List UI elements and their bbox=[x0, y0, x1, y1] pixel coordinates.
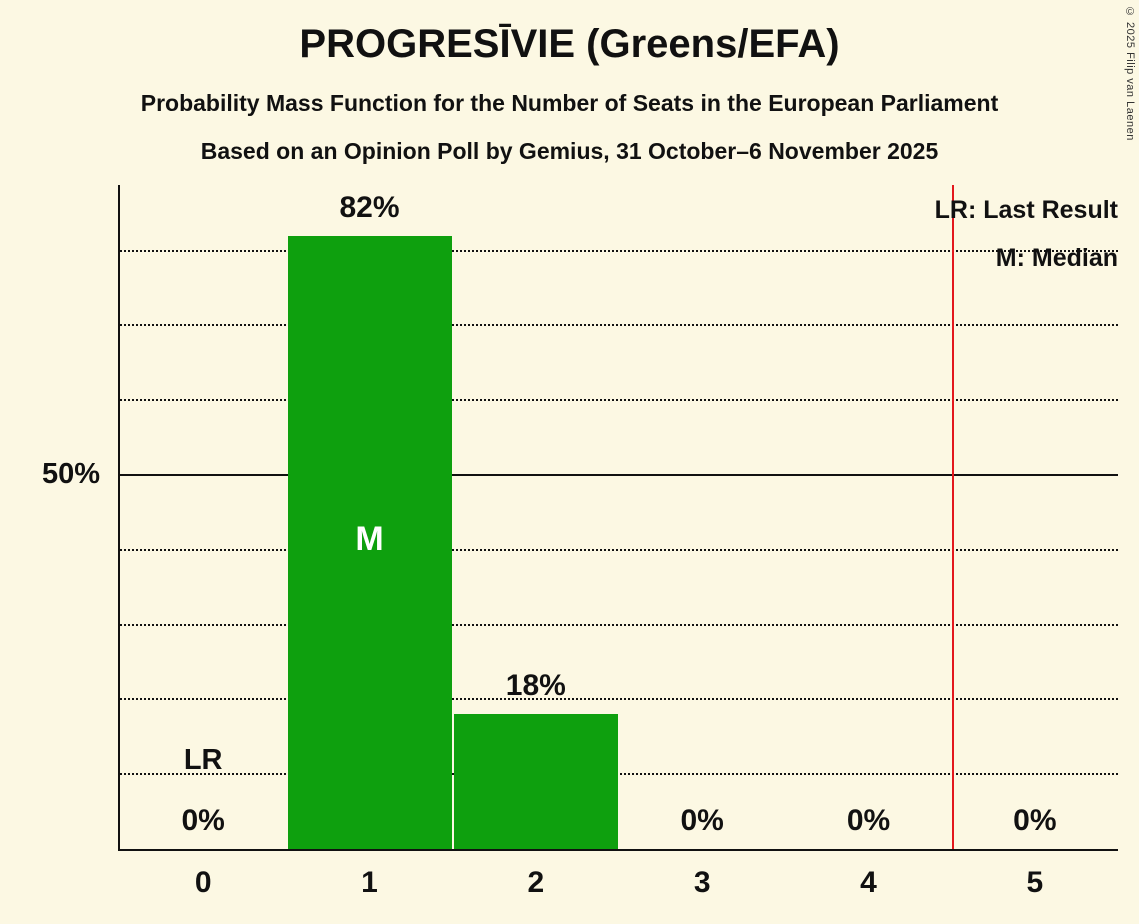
gridline-80-percent bbox=[120, 249, 1118, 252]
chart-legend: LR: Last Result M: Median bbox=[935, 186, 1118, 282]
x-axis-label-seats-5: 5 bbox=[1026, 866, 1044, 899]
chart-subtitle: Probability Mass Function for the Number… bbox=[140, 90, 999, 116]
chart-title: PROGRESĪVIE (Greens/EFA) bbox=[299, 22, 840, 66]
x-axis-label-seats-3: 3 bbox=[693, 866, 711, 899]
x-axis-line bbox=[118, 849, 1118, 851]
y-axis-50-percent-label: 50% bbox=[41, 458, 100, 490]
bar-value-label-seats-5: 0% bbox=[1013, 804, 1057, 837]
bar-value-label-seats-1: 82% bbox=[339, 190, 400, 224]
x-axis-label-seats-4: 4 bbox=[860, 866, 877, 899]
last-result-marker: LR bbox=[183, 744, 223, 776]
bar-seats-1 bbox=[287, 235, 452, 849]
x-axis-label-seats-2: 2 bbox=[527, 866, 545, 899]
gridline-20-percent bbox=[120, 698, 1118, 701]
bar-seats-2 bbox=[453, 714, 618, 849]
bar-value-label-seats-3: 0% bbox=[680, 804, 724, 837]
gridline-50-percent-solid bbox=[120, 474, 1118, 476]
y-axis-line bbox=[118, 185, 120, 851]
x-axis-label-seats-0: 0 bbox=[194, 866, 212, 899]
copyright-text: © 2025 Filip van Laenen bbox=[1124, 6, 1136, 141]
gridline-40-percent bbox=[120, 548, 1118, 551]
chart-poll-source: Based on an Opinion Poll by Gemius, 31 O… bbox=[200, 138, 939, 164]
last-result-line bbox=[951, 185, 954, 849]
legend-last-result: LR: Last Result bbox=[934, 196, 1118, 224]
bar-value-label-seats-0: 0% bbox=[181, 804, 225, 837]
x-axis-label-seats-1: 1 bbox=[361, 866, 378, 899]
gridline-10-percent bbox=[120, 773, 1118, 776]
gridline-70-percent bbox=[120, 324, 1118, 327]
gridline-30-percent bbox=[120, 623, 1118, 626]
bar-value-label-seats-4: 0% bbox=[846, 804, 891, 837]
bar-value-label-seats-2: 18% bbox=[505, 669, 566, 703]
median-marker: M bbox=[355, 520, 384, 559]
gridline-60-percent bbox=[120, 399, 1118, 402]
legend-median: M: Median bbox=[995, 244, 1118, 272]
